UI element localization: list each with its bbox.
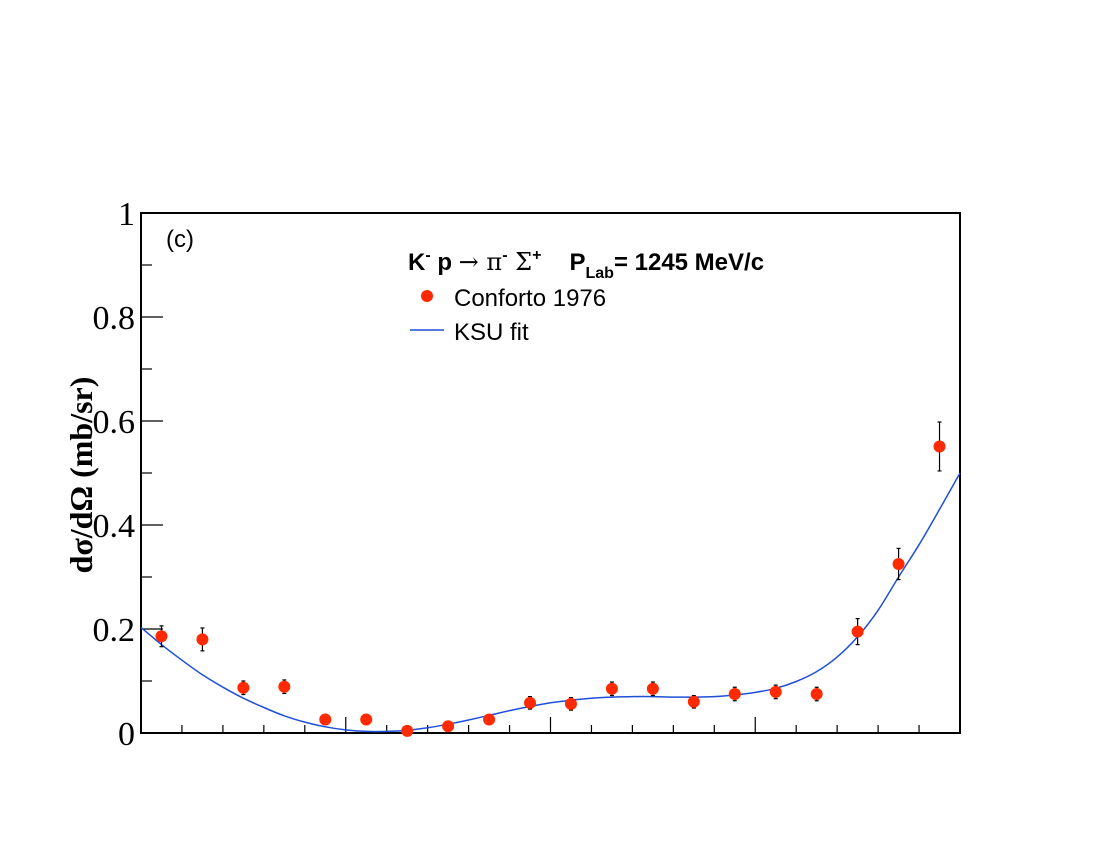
legend-marker-points	[421, 290, 433, 302]
y-tick-label: 1	[118, 196, 135, 233]
panel-label: (c)	[166, 226, 194, 253]
data-points	[155, 421, 946, 737]
chart-title: K- p → π- Σ+ PLab= 1245 MeV/c	[408, 247, 764, 282]
data-point	[605, 682, 618, 695]
title-sigma: Σ	[508, 248, 533, 276]
data-point	[401, 724, 414, 737]
data-point	[728, 688, 741, 700]
y-axis-ticks	[141, 212, 163, 734]
y-axis-tick-labels: 0 0.2 0.4 0.6 0.8 1	[93, 196, 136, 753]
y-tick-label: 0.2	[93, 612, 136, 649]
title-k: K	[408, 249, 426, 276]
data-point	[769, 685, 782, 698]
fit-curve	[140, 472, 961, 733]
data-point	[892, 558, 905, 570]
data-point	[278, 680, 291, 693]
legend-label-points: Conforto 1976	[454, 285, 606, 312]
x-axis-ticks	[140, 717, 961, 733]
data-point	[196, 633, 209, 646]
title-plab: P	[569, 249, 585, 276]
y-tick-label: 0.4	[93, 508, 136, 545]
data-point	[687, 695, 700, 708]
data-point	[155, 630, 168, 643]
y-tick-label: 0	[118, 716, 135, 753]
data-point	[933, 440, 946, 453]
y-tick-label: 0.6	[93, 404, 136, 441]
data-point	[237, 681, 250, 694]
title-pi-sup: -	[502, 247, 507, 264]
y-tick-label: 0.8	[93, 300, 136, 337]
legend: Conforto 1976 KSU fit	[410, 285, 606, 346]
title-plab-sub: Lab	[585, 265, 614, 282]
data-point	[360, 713, 373, 726]
title-arrow: →	[459, 248, 479, 276]
data-point	[646, 682, 659, 695]
data-point	[524, 696, 537, 709]
legend-label-line: KSU fit	[454, 319, 529, 346]
data-point	[564, 697, 577, 710]
data-point	[851, 625, 864, 638]
title-plab-value: = 1245 MeV/c	[614, 249, 764, 276]
data-point	[483, 713, 496, 726]
title-sigma-sup: +	[532, 247, 541, 264]
title-p: p	[431, 249, 459, 276]
data-point	[319, 713, 332, 726]
data-point	[442, 720, 455, 733]
title-k-sup: -	[425, 247, 430, 264]
y-axis-label: dσ/dΩ (mb/sr)	[63, 377, 99, 574]
data-point	[810, 688, 823, 700]
title-pi: π	[479, 248, 502, 276]
